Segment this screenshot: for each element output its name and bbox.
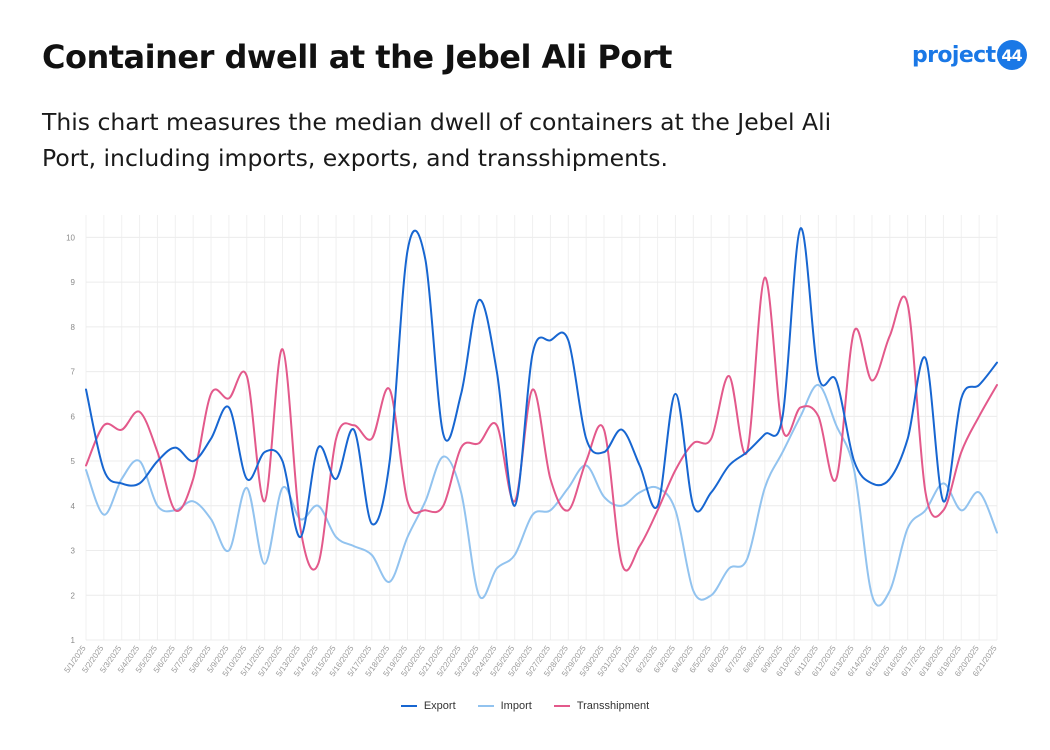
page-subtitle: This chart measures the median dwell of …	[42, 108, 832, 172]
legend-swatch-export	[400, 705, 417, 707]
logo-badge: 44	[996, 40, 1027, 70]
legend-item-transshipment: Transshipment	[553, 700, 650, 712]
page-title: Container dwell at the Jebel Ali Port	[42, 38, 672, 76]
legend-label-export: Export	[423, 700, 456, 712]
y-tick-label: 9	[71, 278, 76, 287]
legend-swatch-import	[477, 705, 494, 707]
series-line-import	[85, 384, 998, 607]
series-line-export	[85, 227, 998, 539]
legend-item-export: Export	[400, 700, 456, 712]
legend-label-transshipment: Transshipment	[576, 700, 650, 712]
y-tick-label: 2	[71, 591, 76, 600]
y-tick-label: 1	[71, 636, 76, 645]
y-tick-label: 5	[71, 457, 76, 466]
y-tick-label: 8	[71, 323, 76, 332]
legend-swatch-transshipment	[553, 705, 570, 707]
project44-logo: project 44	[912, 40, 1027, 70]
series-line-transshipment	[85, 276, 998, 572]
y-tick-label: 3	[71, 547, 76, 556]
y-tick-label: 7	[71, 368, 76, 377]
y-tick-label: 4	[71, 502, 76, 511]
legend-item-import: Import	[477, 700, 532, 712]
logo-text: project	[912, 42, 996, 68]
chart-legend: Export Import Transshipment	[0, 700, 1050, 712]
y-tick-label: 6	[71, 412, 76, 421]
legend-label-import: Import	[500, 700, 532, 712]
y-tick-label: 10	[66, 233, 75, 242]
